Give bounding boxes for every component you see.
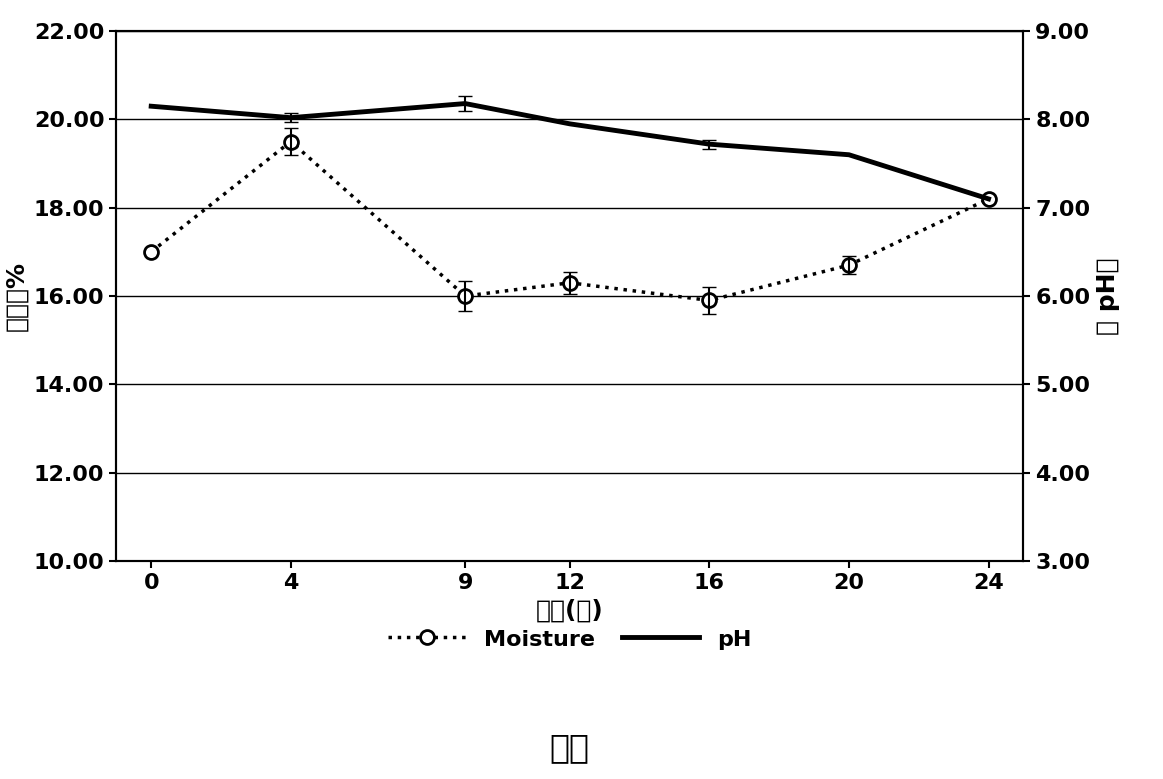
X-axis label: 时间(月): 时间(月)	[536, 598, 604, 622]
Line: Moisture: Moisture	[144, 135, 996, 308]
pH	[284, 113, 298, 122]
Moisture	[563, 278, 577, 287]
pH	[982, 194, 996, 203]
Legend: Moisture, pH: Moisture, pH	[379, 619, 761, 659]
pH	[702, 139, 716, 149]
pH	[144, 101, 158, 111]
pH	[563, 119, 577, 129]
Y-axis label: 土湿度%: 土湿度%	[5, 261, 28, 331]
pH	[458, 99, 472, 108]
Moisture	[702, 296, 716, 305]
Text: 湿度: 湿度	[550, 731, 590, 764]
Moisture	[458, 291, 472, 301]
Line: pH: pH	[151, 104, 989, 199]
pH	[842, 150, 856, 160]
Y-axis label: 土 pH値: 土 pH値	[1096, 257, 1120, 335]
Moisture	[842, 260, 856, 270]
Moisture	[982, 194, 996, 203]
Moisture	[284, 137, 298, 146]
Moisture	[144, 247, 158, 256]
